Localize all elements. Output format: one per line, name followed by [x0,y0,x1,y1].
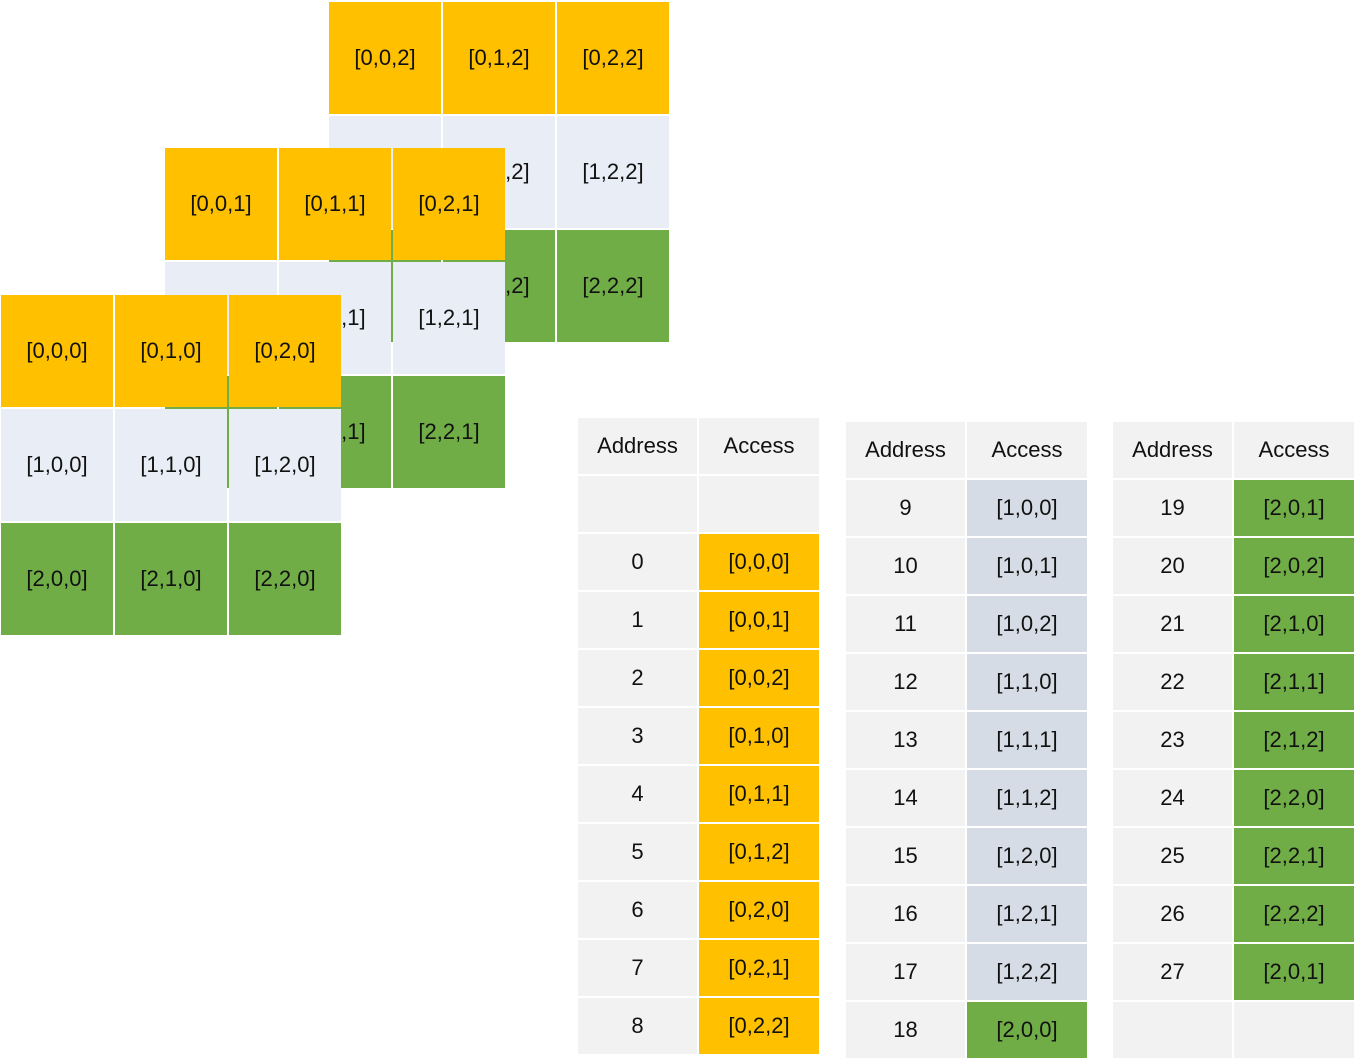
blank-cell [699,476,819,532]
grid-cell: [2,2,2] [557,230,669,342]
access-cell: [2,1,1] [1234,654,1354,710]
access-cell: [0,2,2] [699,998,819,1054]
table-header: Access [967,422,1087,478]
grid-cell: [1,1,0] [115,409,227,521]
blank-cell [1234,1002,1354,1058]
table-header: Address [1113,422,1232,478]
address-cell: 9 [846,480,965,536]
access-cell: [0,1,2] [699,824,819,880]
address-cell: 3 [578,708,697,764]
address-cell: 10 [846,538,965,594]
address-cell: 1 [578,592,697,648]
address-cell: 18 [846,1002,965,1058]
blank-cell [578,476,697,532]
address-cell: 5 [578,824,697,880]
address-cell: 4 [578,766,697,822]
grid-cell: [2,0,0] [1,523,113,635]
grid-cell: [0,1,1] [279,148,391,260]
address-cell: 6 [578,882,697,938]
address-cell: 22 [1113,654,1232,710]
grid-cell: [0,1,2] [443,2,555,114]
address-cell: 17 [846,944,965,1000]
access-cell: [2,2,1] [1234,828,1354,884]
access-cell: [1,1,0] [967,654,1087,710]
address-cell: 8 [578,998,697,1054]
address-cell: 0 [578,534,697,590]
address-cell: 15 [846,828,965,884]
grid-cell: [0,0,2] [329,2,441,114]
access-cell: [1,0,1] [967,538,1087,594]
table-header: Address [846,422,965,478]
grid-cell: [0,2,0] [229,295,341,407]
address-cell: 23 [1113,712,1232,768]
grid-cell: [0,0,1] [165,148,277,260]
grid-cell: [1,2,1] [393,262,505,374]
access-cell: [2,2,2] [1234,886,1354,942]
grid-cell: [1,2,2] [557,116,669,228]
table-header: Access [699,418,819,474]
access-cell: [1,1,1] [967,712,1087,768]
access-cell: [2,2,0] [1234,770,1354,826]
address-cell: 14 [846,770,965,826]
grid-cell: [1,2,0] [229,409,341,521]
grid-cell: [0,0,0] [1,295,113,407]
grid-cell: [2,1,0] [115,523,227,635]
access-cell: [1,0,2] [967,596,1087,652]
address-cell: 20 [1113,538,1232,594]
access-cell: [2,1,2] [1234,712,1354,768]
address-cell: 27 [1113,944,1232,1000]
access-cell: [2,1,0] [1234,596,1354,652]
grid-cell: [1,0,0] [1,409,113,521]
address-cell: 7 [578,940,697,996]
address-cell: 24 [1113,770,1232,826]
access-cell: [0,2,0] [699,882,819,938]
access-cell: [2,0,1] [1234,944,1354,1000]
access-cell: [0,0,1] [699,592,819,648]
address-cell: 19 [1113,480,1232,536]
address-cell: 12 [846,654,965,710]
access-cell: [1,2,1] [967,886,1087,942]
address-cell: 21 [1113,596,1232,652]
access-cell: [1,2,2] [967,944,1087,1000]
address-cell: 2 [578,650,697,706]
access-cell: [0,1,0] [699,708,819,764]
grid-cell: [2,2,1] [393,376,505,488]
access-cell: [0,2,1] [699,940,819,996]
access-cell: [0,0,2] [699,650,819,706]
grid-cell: [0,2,2] [557,2,669,114]
grid-cell: [0,2,1] [393,148,505,260]
address-cell: 26 [1113,886,1232,942]
access-cell: [2,0,1] [1234,480,1354,536]
address-cell: 16 [846,886,965,942]
table-header: Address [578,418,697,474]
access-cell: [0,1,1] [699,766,819,822]
grid-cell: [2,2,0] [229,523,341,635]
blank-cell [1113,1002,1232,1058]
access-cell: [1,2,0] [967,828,1087,884]
access-cell: [1,1,2] [967,770,1087,826]
access-cell: [0,0,0] [699,534,819,590]
grid-cell: [0,1,0] [115,295,227,407]
access-cell: [2,0,0] [967,1002,1087,1058]
access-cell: [2,0,2] [1234,538,1354,594]
table-header: Access [1234,422,1354,478]
address-cell: 13 [846,712,965,768]
address-cell: 25 [1113,828,1232,884]
address-cell: 11 [846,596,965,652]
access-cell: [1,0,0] [967,480,1087,536]
